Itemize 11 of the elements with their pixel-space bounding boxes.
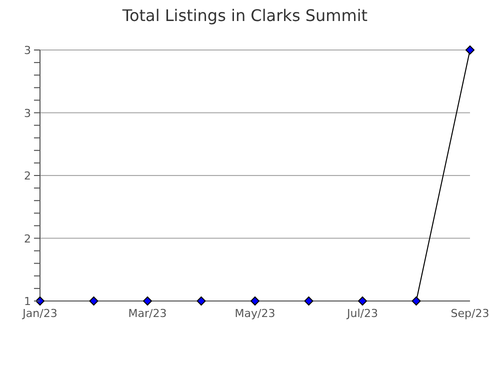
y-tick-label: 3: [24, 44, 31, 57]
x-tick-label: Jul/23: [346, 306, 378, 320]
x-tick-label: Sep/23: [450, 306, 490, 320]
y-tick-label: 2: [24, 232, 31, 246]
y-tick-label: 1: [24, 295, 31, 308]
x-tick-label: Mar/23: [128, 306, 167, 320]
y-tick-label: 2: [24, 170, 31, 182]
x-tick-label: May/23: [234, 306, 276, 320]
x-tick-label: Jan/23: [22, 306, 58, 320]
chart-title: Total Listings in Clarks Summit: [121, 5, 369, 27]
y-tick-label: 3: [24, 106, 31, 120]
